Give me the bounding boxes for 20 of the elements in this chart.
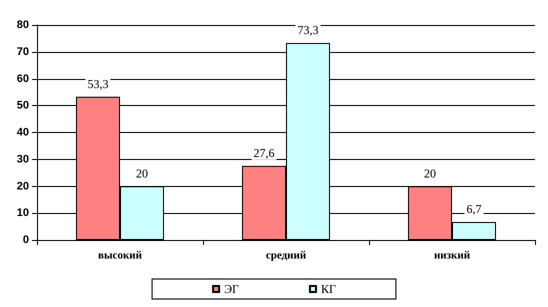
y-tick-label: 60 [16, 72, 29, 85]
y-tick-label: 50 [16, 100, 29, 112]
data-label: 73,3 [298, 23, 318, 38]
data-label: 53,3 [88, 76, 108, 91]
y-tick-label: 20 [16, 180, 29, 192]
data-label: 20 [424, 166, 436, 180]
y-tick-label: 0 [22, 234, 29, 246]
y-tick-label: 10 [16, 207, 29, 220]
data-label: 27,6 [254, 146, 274, 160]
x-tick-label: высокий [98, 250, 143, 262]
legend-label: КГ [320, 282, 336, 296]
x-tick-label: средний [266, 250, 307, 262]
y-tick-label: 30 [16, 153, 29, 166]
y-tick-label: 80 [16, 19, 29, 31]
x-tick-label: низкий [434, 250, 471, 262]
data-label: 20 [136, 166, 148, 180]
data-label: 6,7 [466, 202, 482, 216]
y-tick-label: 70 [16, 46, 29, 58]
y-tick-label: 40 [16, 126, 29, 138]
legend-label: ЭГ [224, 282, 240, 296]
